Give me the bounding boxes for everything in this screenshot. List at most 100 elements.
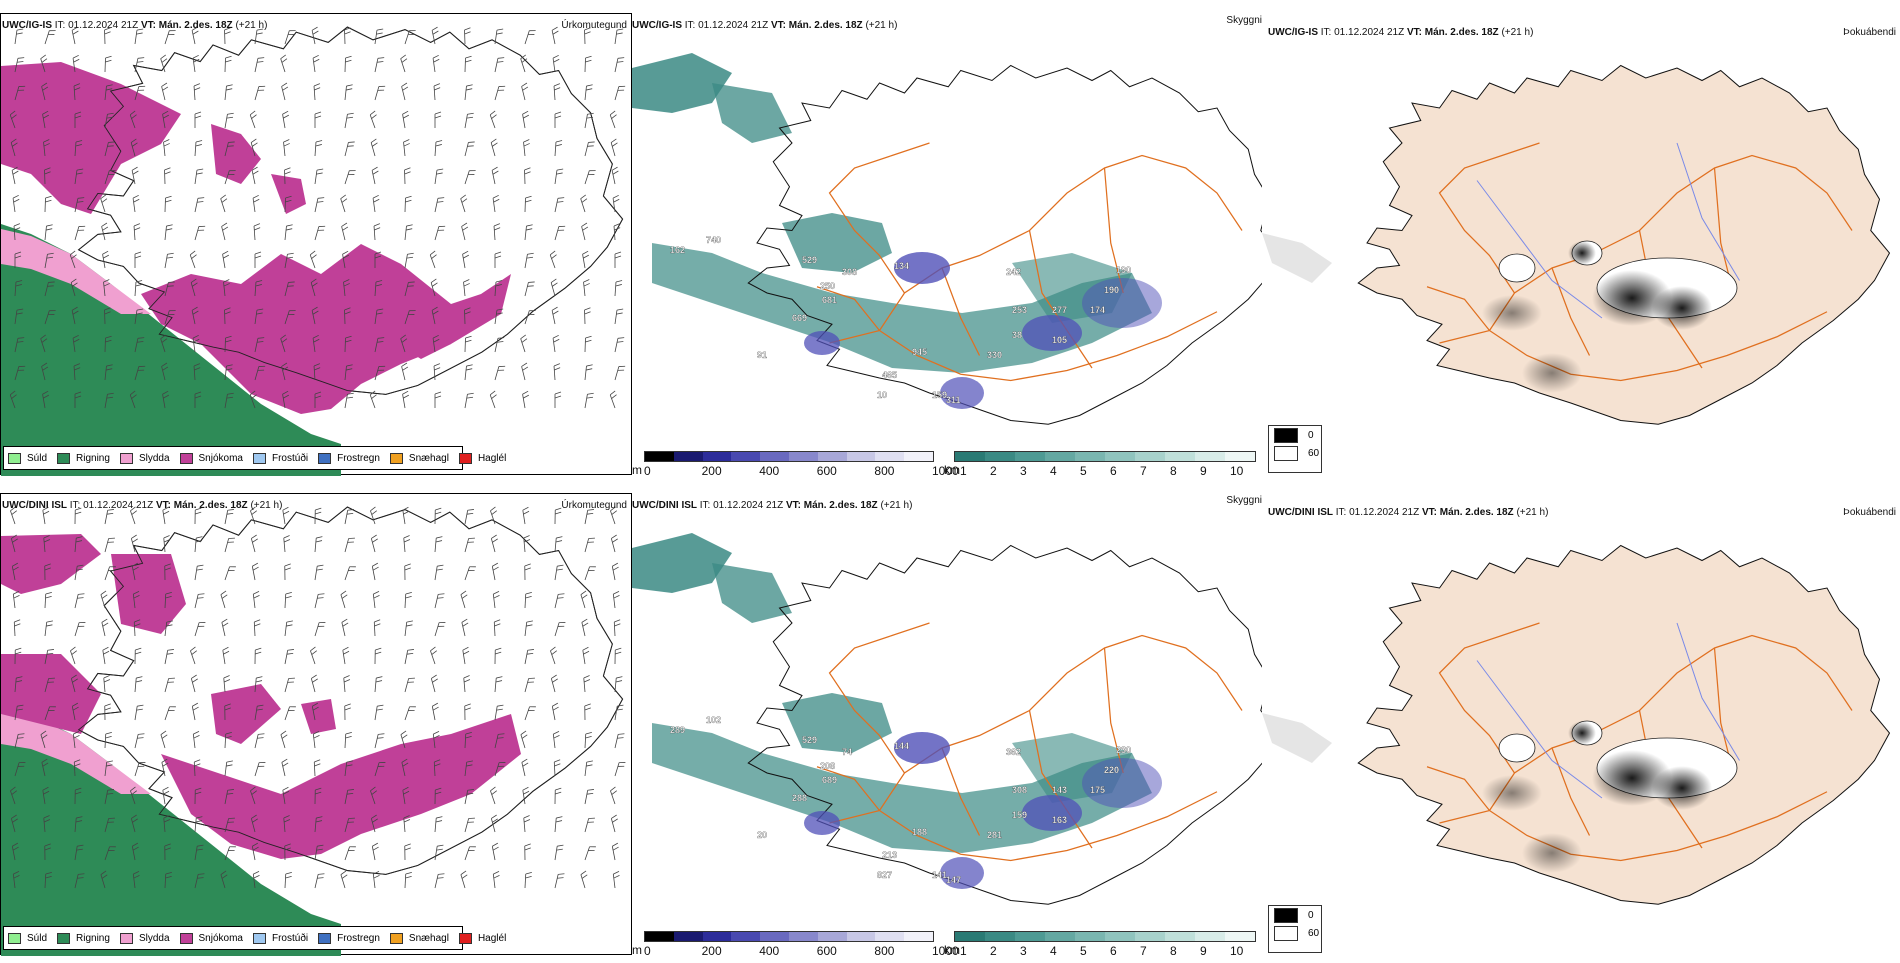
visibility-tick: 3 <box>1020 464 1027 478</box>
legend-label: Frostúði <box>272 933 308 944</box>
colorbar-swatch <box>731 932 760 941</box>
legend-swatch <box>8 933 21 944</box>
visibility-tick: 7 <box>1140 464 1147 478</box>
legend-label: Snjókoma <box>199 453 243 464</box>
wind-barb <box>585 537 595 554</box>
low-visibility-area <box>782 213 892 273</box>
colorbar-swatch <box>645 932 674 941</box>
colorbar-swatch <box>875 932 904 941</box>
wind-barb <box>492 843 501 860</box>
ceiling-value: 681 <box>822 295 837 305</box>
visibility-tick: 5 <box>1080 464 1087 478</box>
fog-label: Þokuábendi <box>1843 27 1896 38</box>
sea-fog-area <box>1262 233 1332 283</box>
low-ceiling-area <box>1022 315 1082 351</box>
vt-label: VT: <box>1407 27 1422 38</box>
panel-title: UWC/DINI ISL IT: 01.12.2024 21Z VT: Mán.… <box>632 500 912 511</box>
ceiling-unit: m <box>632 943 642 957</box>
lead-time: (+21 h) <box>1516 507 1548 518</box>
it-label: IT: <box>685 20 696 31</box>
visibility-tick: 7 <box>1140 944 1147 958</box>
ceiling-value: 208 <box>820 761 835 771</box>
colorbar-swatch <box>847 932 876 941</box>
legend-item: Slydda <box>120 453 170 464</box>
fog-area <box>1652 286 1712 330</box>
model-name: UWC/IG-IS <box>1268 27 1318 38</box>
sea-fog-area <box>1262 713 1332 763</box>
ceiling-value: 134 <box>894 261 909 271</box>
ceiling-value: 288 <box>792 793 807 803</box>
legend-item: Súld <box>8 933 47 944</box>
wind-barb <box>464 28 471 44</box>
colorbar-swatch <box>1045 932 1075 941</box>
colorbar-swatch <box>1165 932 1195 941</box>
colorbar-swatch <box>1135 932 1165 941</box>
ceiling-tick: 600 <box>817 464 837 478</box>
fog-area <box>1568 721 1596 745</box>
panel-title: UWC/DINI ISL IT: 01.12.2024 21Z VT: Mán.… <box>2 500 282 511</box>
wind-barb <box>554 364 561 380</box>
glacier-area <box>1499 734 1535 762</box>
legend-item: Frostregn <box>318 933 380 944</box>
legend-item: Frostúði <box>253 453 308 464</box>
wind-barb <box>585 760 593 777</box>
fog-legend-swatch <box>1274 908 1298 923</box>
colorbar-swatch <box>1075 452 1105 461</box>
legend-swatch <box>318 933 331 944</box>
ceiling-tick: 400 <box>759 464 779 478</box>
wind-barb <box>525 844 531 860</box>
legend-item: Snæhagl <box>390 933 449 944</box>
precip-type-map <box>1 14 633 476</box>
ceiling-value: 308 <box>1012 785 1027 795</box>
it-value: 01.12.2024 21Z <box>698 20 768 31</box>
ceiling-value: 147 <box>946 875 961 885</box>
ceiling-value: 175 <box>1090 785 1105 795</box>
legend-item: Frostúði <box>253 933 308 944</box>
colorbar-swatch <box>955 452 985 461</box>
legend-item: Rigning <box>57 933 110 944</box>
ceiling-value: 220 <box>1104 765 1119 775</box>
precip-type-label: Úrkomutegund <box>561 500 627 511</box>
wind-barb <box>525 872 532 888</box>
legend-swatch <box>253 453 266 464</box>
wind-barb <box>45 196 52 212</box>
visibility-tick: 1 <box>960 464 967 478</box>
legend-label: Rigning <box>76 453 110 464</box>
wind-barb <box>612 167 621 184</box>
wind-barb <box>585 56 592 72</box>
wind-barb <box>460 871 470 888</box>
fog-legend-item: 0 <box>1269 426 1321 444</box>
vt-value: Mán. 2.des. 18Z <box>1425 27 1499 38</box>
fog-map <box>1262 493 1900 963</box>
legend-label: Slydda <box>139 933 170 944</box>
ceiling-tick: 800 <box>874 944 894 958</box>
colorbar-swatch <box>674 452 703 461</box>
wind-barb <box>435 872 444 889</box>
legend-swatch <box>57 933 70 944</box>
it-value: 01.12.2024 21Z <box>1334 27 1404 38</box>
model-name: UWC/IG-IS <box>632 20 682 31</box>
low-visibility-area <box>632 53 732 113</box>
precip-type-map <box>1 494 633 956</box>
visibility-tick: 8 <box>1170 464 1177 478</box>
vt-value: Mán. 2.des. 18Z <box>1440 507 1514 518</box>
fog-legend-label: 60 <box>1308 928 1319 939</box>
colorbar-swatch <box>1105 452 1135 461</box>
wind-barb <box>610 111 621 128</box>
legend-label: Snæhagl <box>409 933 449 944</box>
wind-barb <box>525 29 536 46</box>
ceiling-value: 529 <box>802 255 817 265</box>
wind-barb <box>45 29 56 46</box>
it-value: 01.12.2024 21Z <box>713 500 783 511</box>
wind-barb <box>610 391 621 408</box>
legend-label: Frostregn <box>337 453 380 464</box>
colorbar-swatch <box>789 932 818 941</box>
wind-barb <box>615 732 624 749</box>
wind-barb <box>583 279 591 296</box>
wind-barb <box>615 336 624 353</box>
ceiling-unit: m <box>632 463 642 477</box>
